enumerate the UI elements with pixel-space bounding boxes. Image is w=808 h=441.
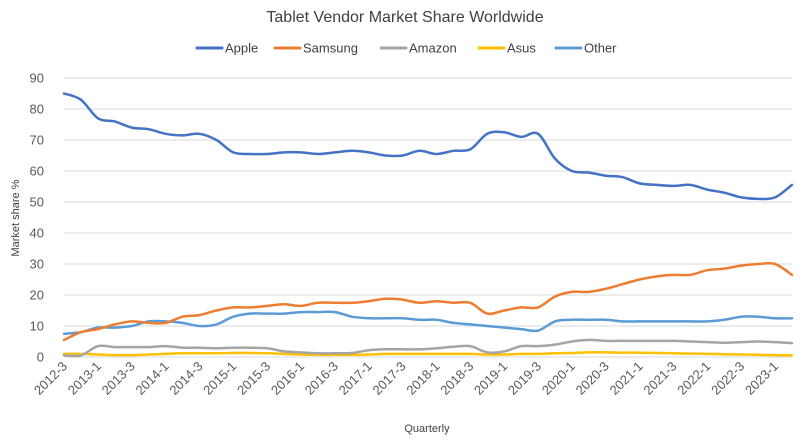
x-tick-label: 2017-1 [336, 359, 375, 398]
legend-label-samsung: Samsung [303, 41, 358, 56]
legend-label-amazon: Amazon [409, 41, 457, 56]
x-tick-label: 2016-3 [302, 359, 341, 398]
x-tick-label: 2019-3 [505, 359, 544, 398]
series-line-other [62, 310, 794, 336]
legend-label-asus: Asus [507, 41, 536, 56]
y-tick-label: 50 [30, 195, 44, 210]
x-tick-label: 2022-1 [674, 359, 713, 398]
series-group [62, 92, 794, 358]
series-line-apple [62, 92, 794, 201]
x-tick-label: 2020-3 [573, 359, 612, 398]
x-axis-ticks: 2012-32013-12013-32014-12014-32015-12015… [31, 359, 781, 398]
x-tick-label: 2018-3 [437, 359, 476, 398]
y-tick-label: 60 [30, 164, 44, 179]
x-tick-label: 2017-3 [369, 359, 408, 398]
x-tick-label: 2016-1 [268, 359, 307, 398]
x-tick-label: 2014-1 [132, 359, 171, 398]
series-line-samsung [62, 261, 794, 342]
y-tick-label: 10 [30, 319, 44, 334]
x-tick-label: 2020-1 [539, 359, 578, 398]
x-tick-label: 2022-3 [708, 359, 747, 398]
x-tick-label: 2021-3 [640, 359, 679, 398]
x-tick-label: 2019-1 [471, 359, 510, 398]
y-tick-label: 90 [30, 71, 44, 86]
x-tick-label: 2023-1 [742, 359, 781, 398]
legend: Apple Samsung Amazon Asus Other [195, 41, 617, 56]
x-tick-label: 2015-3 [234, 359, 273, 398]
x-tick-label: 2018-1 [403, 359, 442, 398]
series-line-asus [62, 351, 794, 357]
chart-title: Tablet Vendor Market Share Worldwide [266, 9, 543, 26]
y-tick-label: 0 [37, 350, 44, 365]
x-tick-label: 2013-3 [99, 359, 138, 398]
x-tick-label: 2014-3 [166, 359, 205, 398]
x-axis-label: Quarterly [404, 423, 450, 435]
x-tick-label: 2021-1 [607, 359, 646, 398]
y-tick-label: 30 [30, 257, 44, 272]
y-tick-label: 40 [30, 226, 44, 241]
x-tick-label: 2013-1 [65, 359, 104, 398]
x-tick-label: 2015-1 [200, 359, 239, 398]
legend-label-other: Other [584, 41, 617, 56]
series-line-amazon [62, 338, 794, 358]
legend-label-apple: Apple [225, 41, 258, 56]
grid [64, 77, 792, 358]
y-axis-ticks: 0 10 20 30 40 50 60 70 80 90 [30, 71, 44, 365]
y-axis-label: Market share % [10, 179, 22, 256]
y-tick-label: 80 [30, 102, 44, 117]
y-tick-label: 70 [30, 133, 44, 148]
y-tick-label: 20 [30, 288, 44, 303]
